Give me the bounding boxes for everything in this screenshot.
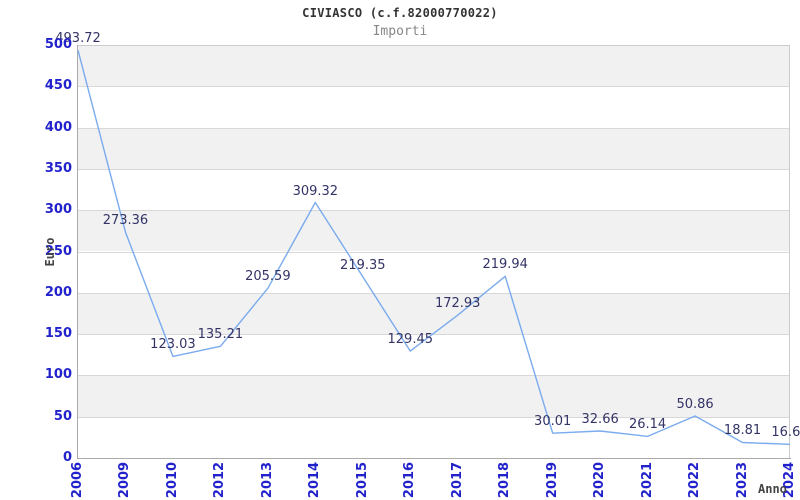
value-label: 172.93 [434,296,481,312]
value-label: 205.59 [245,269,291,285]
plot-band [78,86,790,128]
y-tick-label: 50 [53,408,72,424]
x-tick-label: 2021 [639,461,655,499]
gridline [78,375,790,377]
value-label: 123.03 [150,337,196,353]
x-tick-label: 2014 [307,461,323,499]
value-label: 50.86 [676,396,714,412]
gridline [78,168,790,170]
value-label: 18.81 [723,423,762,439]
x-tick-label: 2010 [164,461,180,499]
x-axis-title: Anno [758,482,787,496]
y-tick-label: 250 [44,243,72,259]
x-axis-line [77,458,791,459]
value-label: 135.21 [197,327,244,343]
x-tick-label: 2023 [734,461,750,499]
value-label: 219.35 [340,257,386,273]
y-tick-label: 200 [44,284,72,300]
x-tick-label: 2019 [544,461,560,499]
value-label: 16.61 [771,425,800,441]
x-tick-label: 2016 [402,461,418,499]
y-tick-label: 350 [44,160,72,176]
plot-band [78,127,790,169]
plot-band [78,416,790,458]
x-tick-label: 2013 [259,461,275,499]
y-axis-line [77,45,78,459]
value-label: 219.94 [482,257,528,273]
y-tick-label: 100 [44,367,72,383]
value-label: 30.01 [534,414,572,430]
x-tick-label: 2022 [687,461,703,499]
value-label: 493.72 [55,31,101,47]
gridline [78,334,790,336]
plot-band [78,45,790,87]
gridline [78,292,790,294]
gridline [78,210,790,212]
y-tick-label: 400 [44,119,72,135]
gridline [78,416,790,418]
plot-band [78,251,790,293]
x-tick-label: 2009 [117,461,133,499]
chart-title: CIVIASCO (c.f.82000770022) [302,6,498,20]
value-label: 26.14 [628,417,667,433]
x-tick-label: 2015 [354,461,370,499]
plot-band [78,168,790,211]
y-tick-label: 500 [44,37,72,52]
value-label: 309.32 [292,183,339,199]
value-label: 32.66 [581,412,619,428]
y-tick-label: 0 [62,450,72,465]
plot-border-top [78,45,790,46]
x-tick-label: 2012 [212,461,228,499]
x-tick-label: 2006 [70,461,85,499]
y-tick-label: 300 [44,202,72,218]
x-tick-label: 2020 [592,461,608,499]
gridline [78,86,790,88]
x-tick-label: 2017 [449,461,465,499]
gridline [78,251,790,253]
y-axis-title: Euro [43,237,57,267]
chart-subtitle: Importi [372,24,428,39]
value-label: 129.45 [387,332,434,348]
plot-band [78,210,790,252]
y-tick-label: 450 [44,78,72,94]
value-label: 273.36 [102,213,149,229]
y-tick-label: 150 [44,326,72,342]
gridline [78,127,790,129]
x-tick-label: 2018 [497,461,513,499]
plot-border-right [789,45,790,458]
